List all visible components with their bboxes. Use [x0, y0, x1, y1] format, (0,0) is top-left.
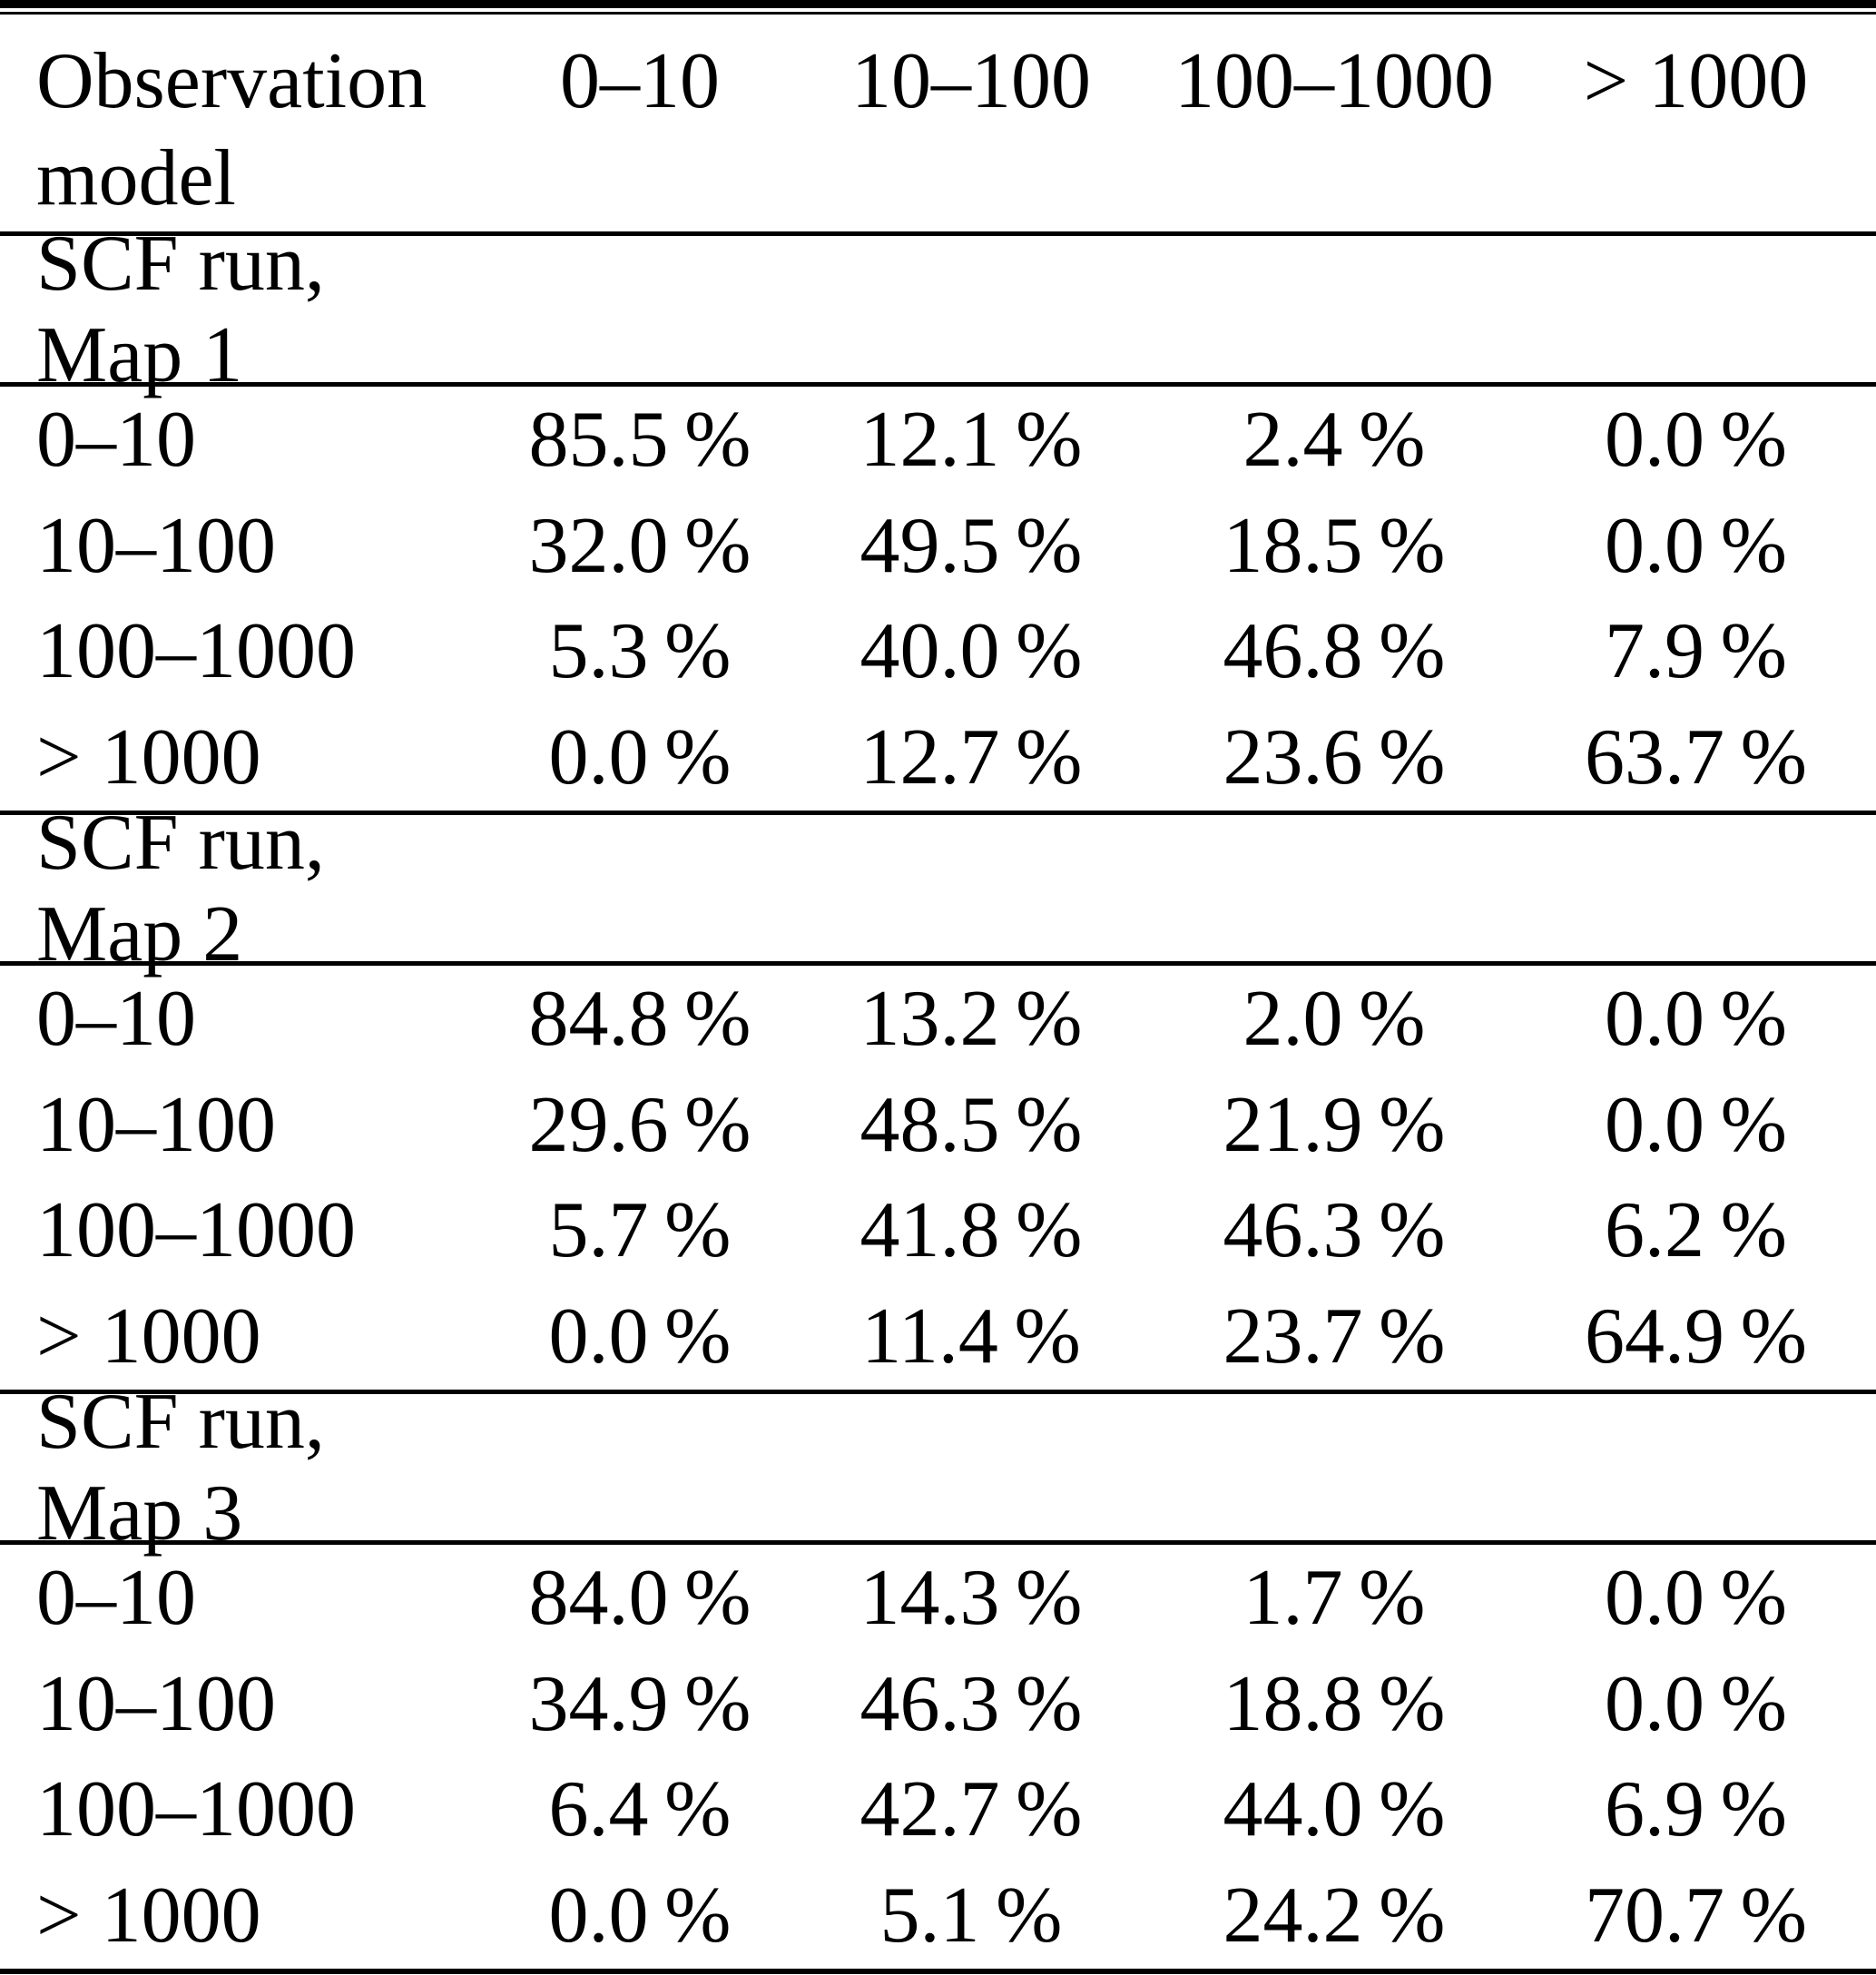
row-label: 0–10 — [36, 974, 196, 1063]
data-cell: 23.6 % — [1223, 713, 1446, 802]
row-label: 10–100 — [36, 1080, 276, 1169]
data-cell: 44.0 % — [1223, 1765, 1446, 1854]
data-cell: 29.6 % — [528, 1080, 751, 1169]
header-bottom-rule — [0, 231, 1876, 236]
data-cell: 46.8 % — [1223, 607, 1446, 696]
data-cell: 12.7 % — [859, 713, 1083, 802]
data-cell: 84.8 % — [528, 974, 751, 1063]
data-cell: 5.7 % — [548, 1186, 732, 1275]
row-label: 0–10 — [36, 395, 196, 484]
table-row: > 1000 0.0 % 5.1 % 24.2 % 70.7 % — [0, 1862, 1876, 1969]
table-row: > 1000 0.0 % 11.4 % 23.7 % 64.9 % — [0, 1283, 1876, 1390]
data-cell: 41.8 % — [859, 1186, 1083, 1275]
section-title-map2: SCF run, Map 2 — [36, 798, 325, 978]
row-label: 0–10 — [36, 1553, 196, 1642]
section-rule — [0, 382, 1876, 387]
table-row: 0–10 85.5 % 12.1 % 2.4 % 0.0 % — [0, 387, 1876, 493]
table-row: 100–1000 6.4 % 42.7 % 44.0 % 6.9 % — [0, 1757, 1876, 1863]
section-data-map2: 0–10 84.8 % 13.2 % 2.0 % 0.0 % 10–100 29… — [0, 966, 1876, 1390]
data-cell: 1.7 % — [1242, 1553, 1426, 1642]
data-cell: 6.9 % — [1605, 1765, 1787, 1854]
data-cell: 0.0 % — [1605, 1553, 1787, 1642]
table-bottom-rule — [0, 1969, 1876, 1974]
data-cell: 2.4 % — [1242, 395, 1426, 484]
data-cell: 0.0 % — [1605, 1659, 1787, 1748]
data-cell: 0.0 % — [548, 713, 732, 802]
header-observation-model: Observation model — [36, 37, 427, 223]
section-rule — [0, 1540, 1876, 1545]
data-cell: 0.0 % — [1605, 395, 1787, 484]
row-label: 10–100 — [36, 501, 276, 590]
data-cell: 24.2 % — [1223, 1872, 1446, 1960]
data-cell: 70.7 % — [1585, 1872, 1807, 1960]
section-data-map3: 0–10 84.0 % 14.3 % 1.7 % 0.0 % 10–100 34… — [0, 1545, 1876, 1969]
table-row: 0–10 84.0 % 14.3 % 1.7 % 0.0 % — [0, 1545, 1876, 1651]
data-cell: 23.7 % — [1223, 1292, 1446, 1381]
row-label: 100–1000 — [36, 1765, 356, 1854]
section-title-row-map2: SCF run, Map 2 — [0, 799, 1876, 978]
row-label: > 1000 — [36, 1872, 261, 1960]
data-cell: 2.0 % — [1242, 974, 1426, 1063]
column-header-100-1000: 100–1000 — [1174, 37, 1494, 125]
row-label: 10–100 — [36, 1659, 276, 1748]
table-row: 10–100 34.9 % 46.3 % 18.8 % 0.0 % — [0, 1651, 1876, 1757]
data-cell: 21.9 % — [1223, 1080, 1446, 1169]
section-data-map1: 0–10 85.5 % 12.1 % 2.4 % 0.0 % 10–100 32… — [0, 387, 1876, 811]
data-cell: 0.0 % — [1605, 974, 1787, 1063]
table-header-row: Observation model 0–10 10–100 100–1000 >… — [0, 15, 1876, 231]
data-cell: 40.0 % — [859, 607, 1083, 696]
table-row: 100–1000 5.7 % 41.8 % 46.3 % 6.2 % — [0, 1178, 1876, 1284]
row-label: 100–1000 — [36, 607, 356, 696]
top-rule-gap — [0, 8, 1876, 12]
column-header-10-100: 10–100 — [851, 37, 1091, 125]
section-rule — [0, 961, 1876, 966]
data-cell: 0.0 % — [548, 1292, 732, 1381]
section-title-row-map1: SCF run, Map 1 — [0, 220, 1876, 399]
data-cell: 46.3 % — [1223, 1186, 1446, 1275]
data-cell: 49.5 % — [859, 501, 1083, 590]
data-cell: 0.0 % — [548, 1872, 732, 1960]
data-cell: 14.3 % — [859, 1553, 1083, 1642]
top-rule-thick — [0, 0, 1876, 8]
data-cell: 48.5 % — [859, 1080, 1083, 1169]
data-cell: 84.0 % — [528, 1553, 751, 1642]
data-cell: 6.4 % — [548, 1765, 732, 1854]
section-rule — [0, 1390, 1876, 1394]
section-rule — [0, 811, 1876, 815]
data-cell: 34.9 % — [528, 1659, 751, 1748]
table-row: 100–1000 5.3 % 40.0 % 46.8 % 7.9 % — [0, 599, 1876, 705]
table-top-double-rule — [0, 0, 1876, 15]
data-cell: 85.5 % — [528, 395, 751, 484]
data-cell: 18.5 % — [1223, 501, 1446, 590]
section-title-map3: SCF run, Map 3 — [36, 1377, 325, 1557]
table-row: 10–100 32.0 % 49.5 % 18.5 % 0.0 % — [0, 493, 1876, 599]
data-cell: 32.0 % — [528, 501, 751, 590]
data-cell: 63.7 % — [1585, 713, 1807, 802]
section-title-row-map3: SCF run, Map 3 — [0, 1378, 1876, 1557]
data-cell: 42.7 % — [859, 1765, 1083, 1854]
data-cell: 64.9 % — [1585, 1292, 1807, 1381]
table-row: 10–100 29.6 % 48.5 % 21.9 % 0.0 % — [0, 1072, 1876, 1178]
column-header-0-10: 0–10 — [560, 37, 720, 125]
data-cell: 5.3 % — [548, 607, 732, 696]
data-cell: 46.3 % — [859, 1659, 1083, 1748]
data-cell: 5.1 % — [879, 1872, 1063, 1960]
table-row: > 1000 0.0 % 12.7 % 23.6 % 63.7 % — [0, 704, 1876, 811]
row-label: > 1000 — [36, 1292, 261, 1381]
row-label: > 1000 — [36, 713, 261, 802]
data-cell: 0.0 % — [1605, 501, 1787, 590]
column-header-gt-1000: > 1000 — [1583, 37, 1809, 125]
data-cell: 6.2 % — [1605, 1186, 1787, 1275]
row-label: 100–1000 — [36, 1186, 356, 1275]
top-rule-thin — [0, 12, 1876, 15]
data-cell: 7.9 % — [1605, 607, 1787, 696]
data-cell: 18.8 % — [1223, 1659, 1446, 1748]
data-cell: 12.1 % — [859, 395, 1083, 484]
data-cell: 0.0 % — [1605, 1080, 1787, 1169]
data-cell: 11.4 % — [861, 1292, 1081, 1381]
table-row: 0–10 84.8 % 13.2 % 2.0 % 0.0 % — [0, 966, 1876, 1072]
section-title-map1: SCF run, Map 1 — [36, 219, 325, 399]
data-cell: 13.2 % — [859, 974, 1083, 1063]
